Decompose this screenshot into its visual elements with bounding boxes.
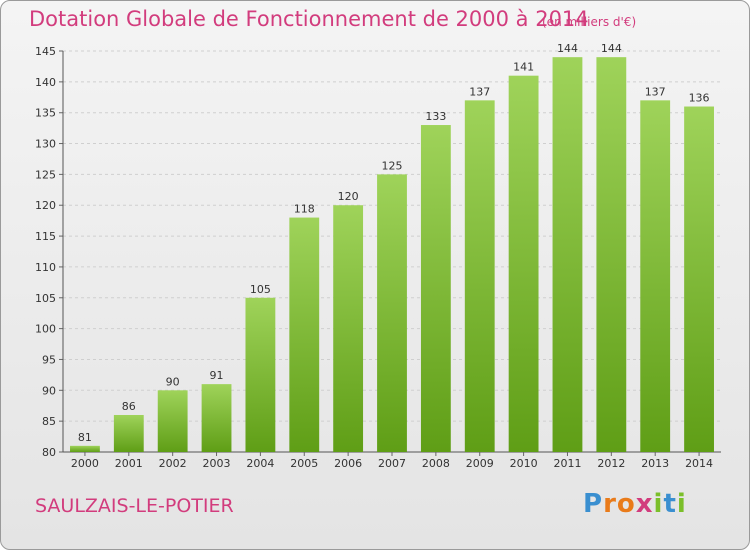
bar-2011: [552, 57, 583, 453]
data-label-2000: 81: [78, 431, 92, 444]
bar-2006: [333, 205, 364, 452]
x-tick-label-2003: 2003: [203, 457, 231, 470]
x-tick-label-2007: 2007: [378, 457, 406, 470]
y-tick-label: 145: [35, 45, 56, 58]
data-label-2011: 144: [557, 42, 578, 55]
x-tick-label-2009: 2009: [466, 457, 494, 470]
data-label-2004: 105: [250, 283, 271, 296]
data-label-2001: 86: [122, 400, 136, 413]
x-tick-label-2002: 2002: [159, 457, 187, 470]
data-label-2007: 125: [382, 159, 403, 172]
logo-letter: t: [663, 489, 677, 519]
x-tick-label-2000: 2000: [71, 457, 99, 470]
logo-letter: i: [653, 489, 664, 519]
x-tick-label-2014: 2014: [685, 457, 713, 470]
y-tick-label: 110: [35, 261, 56, 274]
commune-name: SAULZAIS-LE-POTIER: [35, 495, 234, 517]
data-label-2005: 118: [294, 203, 315, 216]
data-label-2006: 120: [338, 190, 359, 203]
y-tick-label: 90: [42, 384, 56, 397]
x-tick-label-2010: 2010: [510, 457, 538, 470]
logo-letter: x: [635, 489, 654, 519]
bar-2002: [157, 390, 188, 452]
y-tick-label: 125: [35, 168, 56, 181]
y-tick-label: 135: [35, 107, 56, 120]
data-label-2002: 90: [166, 375, 180, 388]
data-label-2008: 133: [425, 110, 446, 123]
chart-title: Dotation Globale de Fonctionnement de 20…: [29, 7, 589, 31]
x-tick-label-2006: 2006: [334, 457, 362, 470]
data-label-2003: 91: [210, 369, 224, 382]
x-tick-label-2001: 2001: [115, 457, 143, 470]
x-tick-label-2012: 2012: [597, 457, 625, 470]
data-label-2009: 137: [469, 85, 490, 98]
data-label-2012: 144: [601, 42, 622, 55]
bars: [70, 57, 714, 453]
y-tick-label: 95: [42, 353, 56, 366]
bar-2009: [464, 100, 495, 452]
logo-letter: i: [676, 489, 687, 519]
bar-2007: [377, 174, 407, 452]
bar-2005: [289, 217, 320, 452]
x-tick-label-2005: 2005: [290, 457, 318, 470]
chart-subtitle: (en milliers d'€): [542, 15, 637, 29]
bar-2000: [70, 445, 100, 452]
x-tick-label-2008: 2008: [422, 457, 450, 470]
bar-2004: [245, 297, 276, 452]
bar-2014: [684, 106, 714, 453]
bar-2013: [640, 100, 671, 452]
data-label-2010: 141: [513, 61, 534, 74]
proxiti-logo: Proxiti: [583, 489, 687, 519]
data-label-2013: 137: [645, 85, 666, 98]
y-tick-label: 140: [35, 76, 56, 89]
y-tick-label: 100: [35, 323, 56, 336]
y-tick-label: 105: [35, 292, 56, 305]
x-tick-label-2011: 2011: [553, 457, 581, 470]
y-tick-label: 115: [35, 230, 56, 243]
x-tick-label-2004: 2004: [246, 457, 274, 470]
y-tick-label: 130: [35, 138, 56, 151]
bar-2001: [113, 414, 144, 452]
y-tick-label: 85: [42, 415, 56, 428]
bar-2010: [508, 75, 539, 452]
logo-letter: P: [583, 489, 604, 519]
logo-letter: r: [603, 489, 617, 519]
y-tick-label: 120: [35, 199, 56, 212]
bar-2008: [420, 125, 451, 453]
bar-2003: [201, 384, 232, 452]
bar-2012: [596, 57, 627, 453]
x-tick-label-2013: 2013: [641, 457, 669, 470]
y-tick-label: 80: [42, 446, 56, 459]
data-labels: 81 86 90 91 105 118 120 125 133 137 141 144 144 137 13…: [78, 42, 710, 444]
axes: 80 85 90 95 100 105 110 115 120 125 130 135 140 145 20…: [35, 45, 721, 470]
logo-letter: o: [616, 489, 636, 519]
data-label-2014: 136: [689, 92, 710, 105]
